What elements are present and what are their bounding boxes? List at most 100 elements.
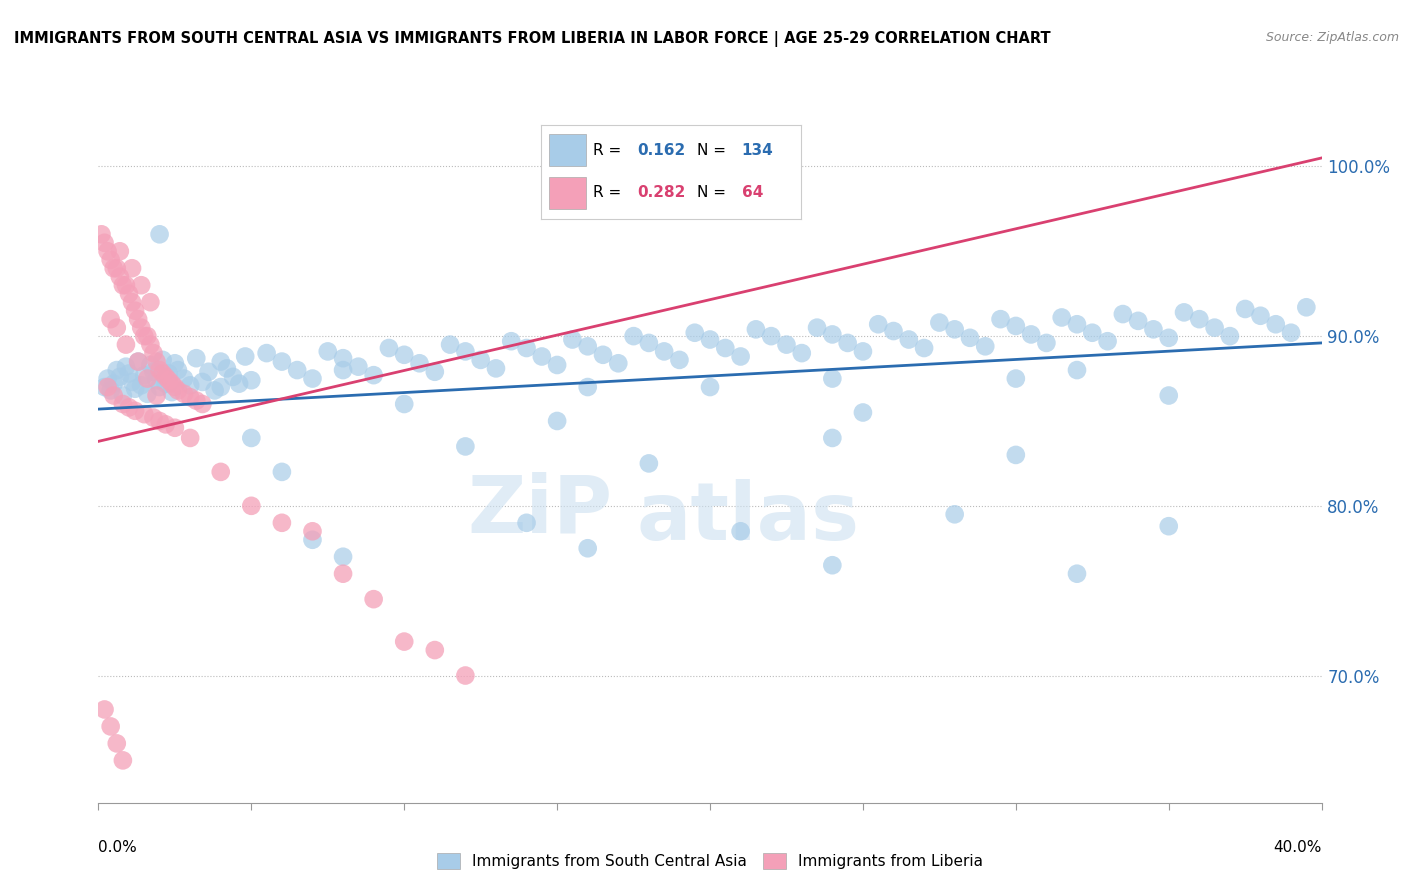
Point — [1004, 371, 1026, 385]
Point — [1264, 318, 1286, 332]
Point — [423, 365, 446, 379]
Point — [714, 341, 737, 355]
Point — [118, 286, 141, 301]
Text: 0.162: 0.162 — [637, 143, 686, 158]
Point — [142, 410, 165, 425]
Point — [1128, 314, 1150, 328]
Point — [1035, 335, 1057, 350]
Text: R =: R = — [593, 185, 627, 200]
Point — [1142, 322, 1164, 336]
Point — [959, 331, 981, 345]
Point — [222, 369, 245, 384]
Point — [837, 335, 859, 350]
Point — [228, 376, 250, 391]
Point — [179, 390, 201, 404]
Point — [912, 341, 935, 355]
Point — [1004, 448, 1026, 462]
Point — [240, 431, 263, 445]
Point — [186, 393, 208, 408]
FancyBboxPatch shape — [550, 178, 585, 210]
Point — [852, 405, 875, 419]
Point — [160, 376, 183, 391]
Point — [139, 358, 162, 372]
Point — [1097, 334, 1119, 349]
Point — [127, 312, 149, 326]
Point — [186, 351, 208, 366]
Point — [730, 524, 752, 539]
Point — [943, 508, 966, 522]
Point — [652, 344, 675, 359]
Point — [97, 244, 120, 259]
Point — [127, 354, 149, 368]
Text: 0.282: 0.282 — [637, 185, 686, 200]
Point — [115, 359, 138, 374]
Point — [105, 736, 128, 750]
Point — [454, 439, 477, 453]
Point — [105, 320, 128, 334]
Point — [546, 358, 568, 372]
Point — [124, 404, 146, 418]
Point — [759, 329, 782, 343]
Point — [530, 350, 553, 364]
Point — [1019, 327, 1042, 342]
Point — [145, 373, 167, 387]
Point — [454, 344, 477, 359]
Point — [516, 516, 538, 530]
Point — [233, 350, 256, 364]
Point — [516, 341, 538, 355]
Point — [134, 329, 156, 343]
Point — [93, 235, 115, 250]
Point — [134, 368, 156, 383]
Point — [332, 351, 354, 366]
Point — [204, 384, 226, 398]
Point — [173, 371, 195, 385]
Point — [546, 414, 568, 428]
Point — [97, 380, 120, 394]
Point — [301, 524, 323, 539]
Point — [103, 376, 125, 391]
Point — [149, 380, 172, 394]
Point — [108, 369, 131, 384]
Point — [209, 354, 232, 368]
Point — [1066, 566, 1088, 581]
Point — [118, 367, 141, 381]
Point — [1157, 331, 1180, 345]
Point — [1066, 318, 1088, 332]
Point — [607, 356, 630, 370]
Point — [1081, 326, 1104, 340]
Point — [152, 352, 174, 367]
Point — [111, 388, 134, 402]
Point — [1188, 312, 1211, 326]
Point — [668, 352, 690, 367]
Point — [270, 465, 292, 479]
Point — [1234, 301, 1257, 316]
Point — [1204, 320, 1226, 334]
Point — [332, 549, 354, 564]
Point — [699, 380, 721, 394]
Point — [163, 356, 186, 370]
Point — [470, 352, 492, 367]
Point — [392, 348, 416, 362]
Point — [167, 363, 190, 377]
Point — [883, 324, 905, 338]
Point — [270, 516, 292, 530]
Point — [124, 303, 146, 318]
Point — [100, 312, 122, 326]
Point — [806, 320, 828, 334]
Point — [990, 312, 1012, 326]
Point — [1004, 318, 1026, 333]
Point — [561, 333, 583, 347]
Point — [155, 417, 177, 432]
Text: N =: N = — [697, 185, 731, 200]
Text: 64: 64 — [741, 185, 763, 200]
Point — [775, 337, 797, 351]
Text: 0.0%: 0.0% — [98, 840, 138, 855]
Point — [868, 318, 890, 332]
Point — [897, 333, 920, 347]
Point — [136, 371, 159, 385]
Point — [316, 344, 339, 359]
Point — [142, 346, 165, 360]
Text: Source: ZipAtlas.com: Source: ZipAtlas.com — [1265, 31, 1399, 45]
Point — [179, 431, 201, 445]
Point — [1112, 307, 1135, 321]
